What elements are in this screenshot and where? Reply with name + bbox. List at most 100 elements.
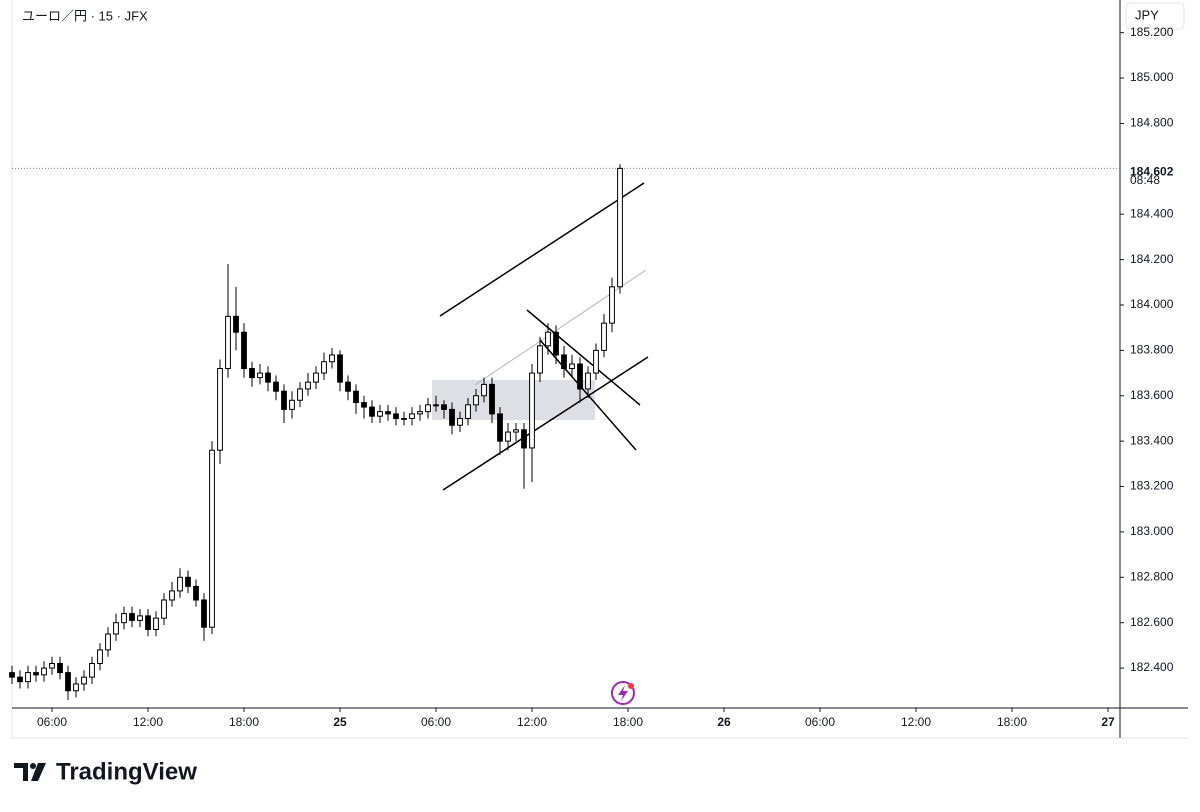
candle-body <box>9 672 15 678</box>
alert-circle[interactable] <box>611 681 635 705</box>
candle-body <box>233 315 239 333</box>
candle-body <box>121 613 127 624</box>
candle-body <box>465 404 471 419</box>
candle-body <box>321 361 327 374</box>
candle-body <box>273 381 279 392</box>
candle-body <box>17 676 23 683</box>
y-tick-label: 184.200 <box>1130 252 1174 266</box>
candle-body <box>257 372 263 379</box>
candle-body <box>113 622 119 635</box>
brand: TradingView <box>56 758 197 785</box>
candle-body <box>217 368 223 451</box>
x-tick-label: 06:00 <box>421 715 451 729</box>
y-tick-label: 182.600 <box>1130 615 1174 629</box>
candle-body <box>537 345 543 374</box>
y-tick-label: 184.800 <box>1130 116 1174 130</box>
logo-mark <box>31 763 46 781</box>
candle-body <box>249 368 255 379</box>
candle-body <box>89 663 95 678</box>
y-tick-label: 183.200 <box>1130 479 1174 493</box>
x-tick-label: 18:00 <box>229 715 259 729</box>
last-price-label: 184.602 <box>1130 165 1174 179</box>
candle-body <box>609 286 615 324</box>
countdown: 08:48 <box>1130 173 1160 187</box>
y-tick-label: 182.800 <box>1130 569 1174 583</box>
currency-label[interactable]: JPY <box>1135 7 1159 22</box>
candle-body <box>25 672 31 683</box>
candle-body <box>417 411 423 415</box>
candle-body <box>401 417 407 420</box>
candle-body <box>73 683 79 692</box>
candle-body <box>577 363 583 390</box>
y-tick-label: 182.400 <box>1130 660 1174 674</box>
y-tick-label: 184.400 <box>1130 206 1174 220</box>
candle-body <box>81 676 87 685</box>
candle-body <box>297 388 303 401</box>
candle-body <box>505 431 511 442</box>
logo-mark <box>30 763 36 769</box>
candle-body <box>169 590 175 601</box>
logo: TradingView <box>14 758 197 785</box>
x-tick-label: 12:00 <box>901 715 931 729</box>
candle-body <box>617 167 623 288</box>
trend-line <box>526 309 641 406</box>
candle-body <box>409 413 415 419</box>
chart-title: ユーロ／円 · 15 · JFX <box>22 8 148 23</box>
candle-body <box>145 615 151 630</box>
candle-body <box>601 322 607 351</box>
candle-body <box>449 408 455 426</box>
y-tick-label: 184.000 <box>1130 297 1174 311</box>
candle-body <box>281 390 287 410</box>
candle-body <box>209 449 215 628</box>
x-tick-label: 25 <box>333 715 347 729</box>
candle-body <box>441 404 447 410</box>
candle-body <box>481 383 487 397</box>
candle-body <box>385 411 391 415</box>
logo-mark <box>14 763 28 781</box>
candle-body <box>337 354 343 383</box>
y-tick-label: 183.800 <box>1130 343 1174 357</box>
alert-dot[interactable] <box>628 683 634 689</box>
candle-body <box>497 413 503 442</box>
candle-body <box>305 381 311 390</box>
candle-body <box>313 372 319 383</box>
candle-body <box>561 354 567 370</box>
range-box <box>432 380 595 420</box>
x-tick-label: 18:00 <box>613 715 643 729</box>
alert-icon[interactable] <box>611 681 635 705</box>
candle-body <box>129 613 135 621</box>
candle-body <box>513 429 519 433</box>
candle-body <box>425 404 431 413</box>
x-tick-label: 18:00 <box>997 715 1027 729</box>
candle-body <box>193 585 199 601</box>
candle-body <box>153 617 159 630</box>
candle-body <box>593 349 599 374</box>
candle-body <box>289 399 295 410</box>
candle-body <box>177 576 183 592</box>
trend-line <box>442 356 649 491</box>
x-tick-label: 12:00 <box>517 715 547 729</box>
y-tick-label: 183.000 <box>1130 524 1174 538</box>
x-tick-label: 12:00 <box>133 715 163 729</box>
candle-body <box>137 615 143 621</box>
x-tick-label: 27 <box>1101 715 1115 729</box>
candle-body <box>33 672 39 676</box>
candle-body <box>529 372 535 449</box>
candle-body <box>433 404 439 407</box>
candle-body <box>353 390 359 404</box>
candle-body <box>105 633 111 651</box>
candle-body <box>241 331 247 370</box>
candle-body <box>585 372 591 390</box>
currency-box[interactable] <box>1125 2 1185 30</box>
y-tick-label: 183.600 <box>1130 388 1174 402</box>
candle-body <box>265 372 271 383</box>
trend-line <box>439 182 645 317</box>
alert-bolt[interactable] <box>618 685 628 701</box>
y-tick-label: 185.200 <box>1130 25 1174 39</box>
candle-body <box>225 315 231 370</box>
candle-body <box>201 599 207 628</box>
candle-body <box>545 331 551 347</box>
candle-body <box>41 667 47 676</box>
